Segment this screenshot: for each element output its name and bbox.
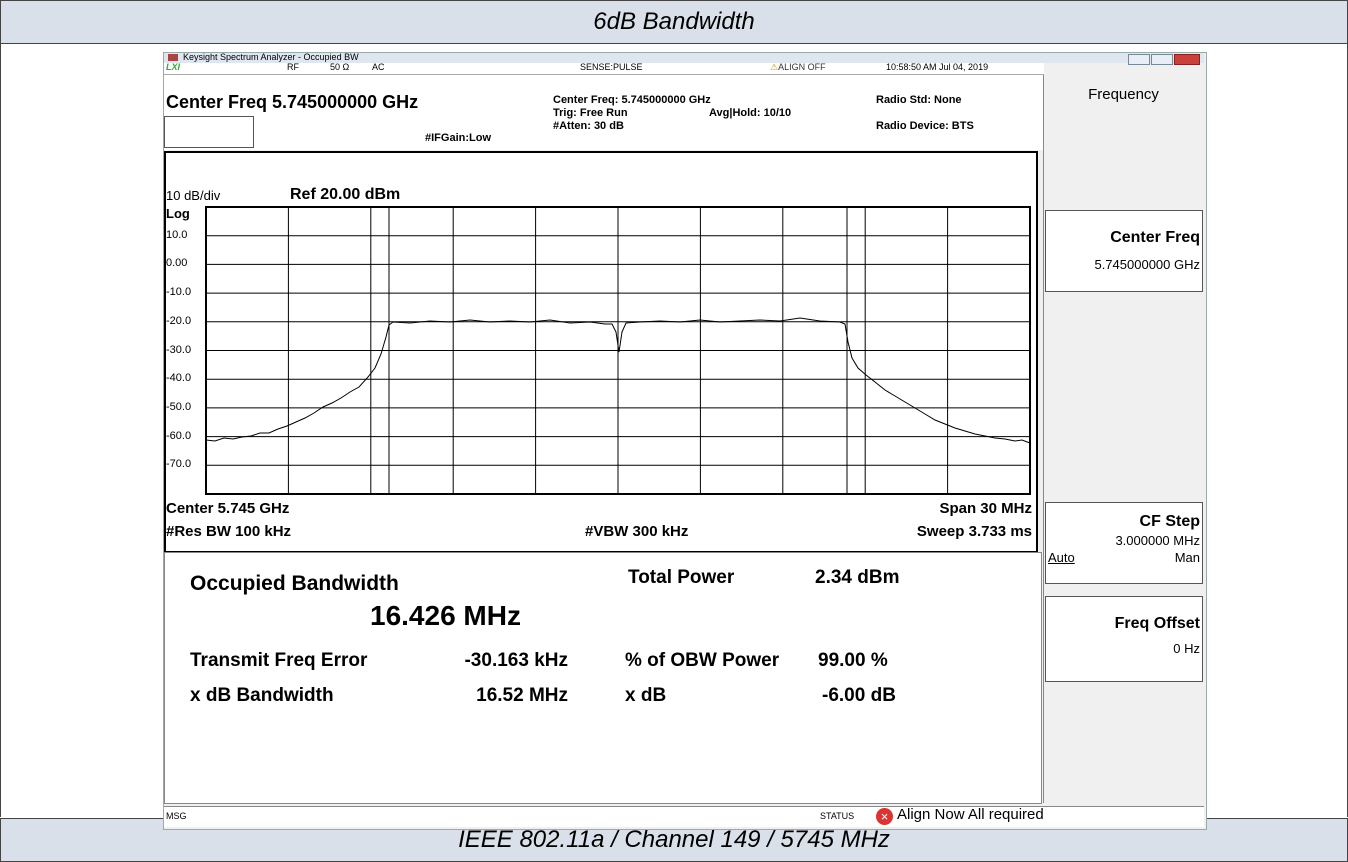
softkey-value: 5.745000000 GHz	[1094, 257, 1200, 272]
settings-panel	[164, 75, 1044, 150]
res-bw: #Res BW 100 kHz	[166, 523, 292, 540]
center-freq: Center Freq 5.745000000 GHz	[166, 92, 419, 112]
y-label: -60.0	[166, 429, 192, 442]
softkey-option[interactable]: Auto	[1048, 550, 1075, 565]
y-label: 0.00	[166, 257, 188, 270]
grid	[206, 207, 1030, 494]
y-label: -20.0	[166, 314, 192, 327]
y-label: -50.0	[166, 400, 192, 413]
align-status: ⚠ALIGN OFF	[770, 62, 826, 72]
graph-box	[164, 151, 1038, 553]
if-gain: #IFGain:Low	[425, 132, 491, 144]
softkey[interactable]: Freq Offset 0 Hz	[1045, 596, 1203, 682]
lxi-logo: LXI	[166, 62, 181, 72]
minimize-button[interactable]	[1128, 54, 1150, 65]
y-label: -40.0	[166, 372, 192, 385]
obw-power-label: % of OBW Power	[625, 650, 780, 671]
y-label: -30.0	[166, 343, 192, 356]
restore-button[interactable]	[1151, 54, 1173, 65]
coupling: AC	[372, 62, 385, 72]
window-controls[interactable]	[1128, 54, 1200, 65]
menu-title: Frequency	[1088, 86, 1159, 103]
xdb-bw-label: x dB Bandwidth	[190, 685, 334, 706]
xdb: -6.00 dB	[822, 685, 896, 706]
trace	[205, 317, 1031, 444]
y-label: -70.0	[166, 458, 192, 471]
header: 6dB Bandwidth	[0, 0, 1348, 44]
title-bar	[164, 53, 1204, 63]
softkey-value: 3.000000 MHz	[1115, 533, 1200, 548]
impedance: 50 Ω	[330, 62, 350, 72]
softkey[interactable]: Center Freq 5.745000000 GHz	[1045, 210, 1203, 292]
total-power-label: Total Power	[628, 567, 735, 588]
xdb-bw: 16.52 MHz	[476, 685, 568, 706]
window-title: Keysight Spectrum Analyzer - Occupied BW	[183, 52, 359, 62]
app-icon	[168, 54, 178, 61]
xdb-label: x dB	[625, 685, 667, 706]
softkey-value: 0 Hz	[1173, 641, 1200, 656]
softkey-label: Freq Offset	[1114, 615, 1200, 632]
sense: SENSE:PULSE	[580, 62, 643, 72]
radio-device: Radio Device: BTS	[876, 120, 974, 132]
softkey-panel	[1043, 75, 1205, 803]
align-text: ALIGN OFF	[778, 62, 826, 72]
status-row	[164, 63, 1044, 75]
plot-border	[205, 206, 1031, 495]
softkey-label: Center Freq	[1110, 229, 1200, 246]
center-label: Center 5.745 GHz	[166, 500, 290, 517]
softkey-label: CF Step	[1139, 513, 1200, 530]
freq-error-label: Transmit Freq Error	[190, 650, 368, 671]
obw-power: 99.00 %	[818, 650, 888, 671]
freq-error: -30.163 kHz	[464, 650, 568, 671]
obw-value: 16.426 MHz	[370, 600, 521, 631]
message-bar	[164, 806, 1204, 827]
avg-hold: Avg|Hold: 10/10	[709, 107, 792, 119]
close-button[interactable]	[1174, 54, 1200, 65]
radio-std: Radio Std: None	[876, 94, 962, 106]
softkey-option[interactable]: Man	[1174, 550, 1200, 565]
span-label: Span 30 MHz	[939, 500, 1032, 517]
y-label: -10.0	[166, 286, 192, 299]
sweep: Sweep 3.733 ms	[916, 523, 1032, 540]
log-label: Log	[166, 206, 190, 221]
vbw: #VBW 300 kHz	[585, 523, 689, 540]
obw-label: Occupied Bandwidth	[190, 572, 399, 595]
attenuation: #Atten: 30 dB	[553, 120, 624, 132]
status-message: Align Now All required	[897, 806, 1044, 823]
timestamp: 10:58:50 AM Jul 04, 2019	[886, 62, 989, 72]
softkey[interactable]: CF Step 3.000000 MHz Auto Man	[1045, 502, 1203, 584]
results-panel	[164, 552, 1042, 804]
total-power: 2.34 dBm	[815, 567, 900, 588]
rf: RF	[287, 62, 299, 72]
scale: 10 dB/div	[166, 188, 221, 203]
center-freq-small: Center Freq: 5.745000000 GHz	[553, 94, 711, 106]
trigger: Trig: Free Run	[553, 107, 628, 119]
y-label: 10.0	[166, 228, 188, 241]
error-icon: ×	[876, 808, 893, 825]
msg-label: MSG	[166, 811, 187, 821]
entry-box[interactable]	[164, 116, 254, 148]
reference-level: Ref 20.00 dBm	[290, 186, 401, 203]
status-label: STATUS	[820, 811, 855, 821]
